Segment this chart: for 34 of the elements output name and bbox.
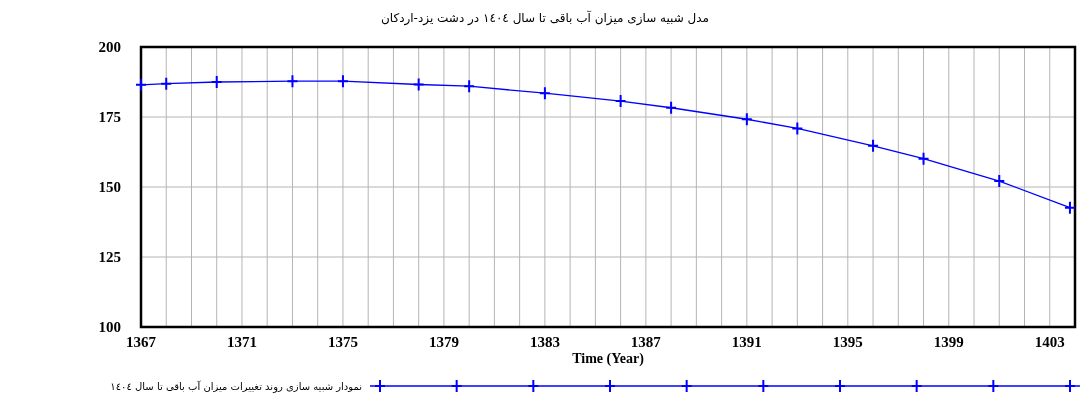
- x-tick-label: 1387: [630, 334, 662, 350]
- y-tick-label: 200: [98, 39, 121, 55]
- x-tick-label: 1403: [1034, 334, 1065, 350]
- point: [135, 77, 147, 92]
- point: [867, 138, 880, 153]
- point: [614, 94, 627, 109]
- y-tick-label: 150: [98, 179, 121, 195]
- point: [993, 174, 1006, 189]
- y-tick-label: 125: [98, 249, 121, 265]
- point: [463, 79, 476, 94]
- x-tick-label: 1371: [226, 334, 257, 350]
- point: [160, 76, 173, 91]
- point: [740, 112, 753, 127]
- x-tick-label: 1375: [327, 334, 358, 350]
- point: [538, 86, 551, 101]
- x-axis-title: Time (Year): [572, 351, 645, 367]
- legend-label: نمودار شبیه سازی روند تغییرات میزان آب باقی تا سال ١٤٠٤: [110, 380, 362, 393]
- point: [917, 151, 930, 166]
- x-tick-label: 1391: [731, 334, 762, 350]
- x-tick-label: 1383: [529, 334, 560, 350]
- x-tick-label: 1379: [428, 334, 459, 350]
- point: [665, 100, 678, 115]
- x-tick-label: 1395: [832, 334, 863, 350]
- point: [286, 74, 299, 89]
- y-tick-label: 175: [98, 109, 121, 125]
- point: [791, 121, 804, 136]
- x-tick-label: 1367: [126, 334, 157, 350]
- point: [210, 75, 223, 89]
- point: [1063, 200, 1076, 215]
- point: [336, 74, 349, 89]
- y-tick-label: 100: [98, 319, 121, 335]
- chart-title: مدل شبیه سازی میزان آب باقی تا سال ١٤٠٤ در دشت یزد-اردکان: [380, 10, 710, 26]
- x-tick-label: 1399: [933, 334, 964, 350]
- point: [412, 77, 425, 92]
